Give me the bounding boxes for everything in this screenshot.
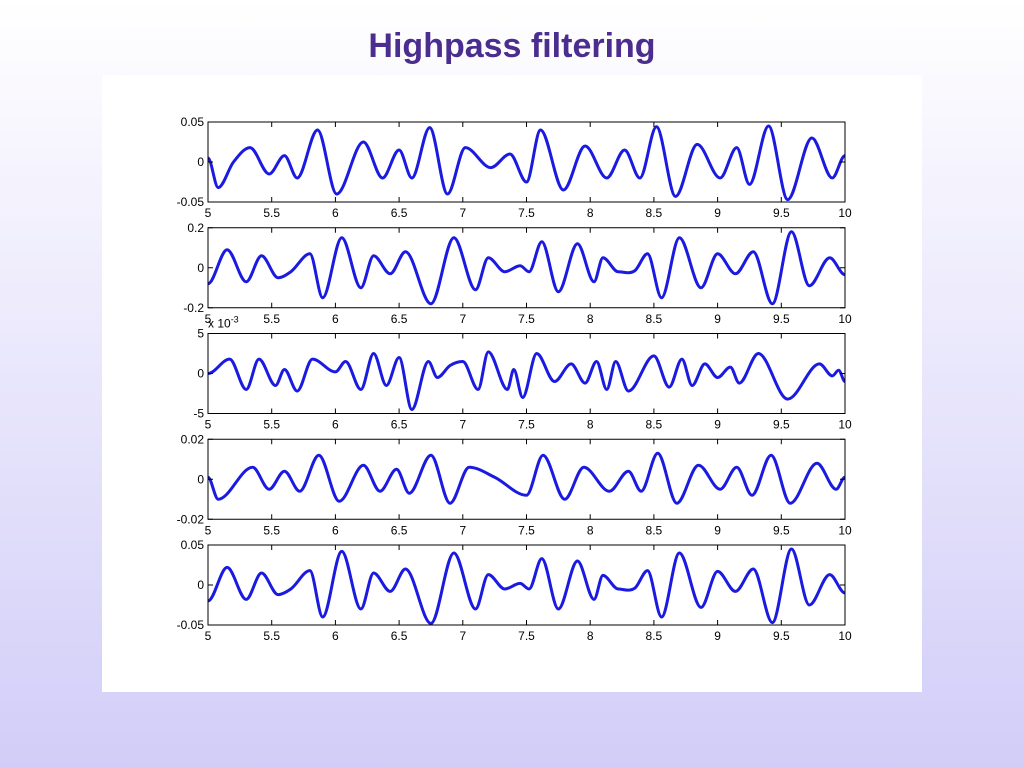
x-tick-label: 9 — [714, 312, 721, 326]
x-tick-label: 7.5 — [518, 629, 535, 643]
x-tick-label: 8.5 — [646, 418, 663, 432]
x-tick-label: 10 — [838, 312, 852, 326]
x-tick-label: 7.5 — [518, 206, 535, 220]
x-tick-label: 8 — [587, 418, 594, 432]
x-tick-label: 6 — [332, 629, 339, 643]
x-tick-label: 8 — [587, 523, 594, 537]
x-tick-label: 9 — [714, 206, 721, 220]
x-tick-label: 9 — [714, 523, 721, 537]
y-tick-label: -0.05 — [177, 195, 205, 209]
y-tick-label: 0.02 — [181, 432, 205, 446]
x-tick-label: 7.5 — [518, 312, 535, 326]
x-tick-label: 5 — [205, 206, 212, 220]
y-tick-label: 5 — [197, 327, 204, 341]
x-tick-label: 6 — [332, 312, 339, 326]
x-tick-label: 8.5 — [646, 206, 663, 220]
subplot: 5 5.5 6 6.5 7 7.5 8 8.5 9 9.5 10 -0.2 0 0.2 — [183, 221, 852, 326]
x-tick-label: 5.5 — [263, 312, 280, 326]
signal-line — [208, 451, 845, 505]
x-tick-label: 6 — [332, 206, 339, 220]
x-tick-label: 8.5 — [646, 312, 663, 326]
signal-line — [208, 124, 845, 202]
y-tick-label: 0.05 — [181, 538, 205, 552]
signal-line — [208, 230, 845, 306]
x-tick-label: 7 — [459, 206, 466, 220]
x-tick-label: 8 — [587, 312, 594, 326]
x-tick-label: 9.5 — [773, 206, 790, 220]
multiplier-base: x 10 — [208, 317, 231, 331]
x-tick-label: 5 — [205, 523, 212, 537]
x-tick-label: 5.5 — [263, 523, 280, 537]
x-tick-label: 7 — [459, 523, 466, 537]
y-tick-label: 0 — [197, 472, 204, 486]
x-tick-label: 6.5 — [391, 629, 408, 643]
y-tick-label: -0.02 — [177, 512, 205, 526]
x-tick-label: 7 — [459, 312, 466, 326]
x-tick-label: 10 — [838, 523, 852, 537]
y-tick-label: 0 — [197, 261, 204, 275]
x-tick-label: 9.5 — [773, 312, 790, 326]
x-tick-label: 5.5 — [263, 418, 280, 432]
x-tick-label: 5.5 — [263, 629, 280, 643]
x-tick-label: 7 — [459, 629, 466, 643]
x-tick-label: 9 — [714, 629, 721, 643]
axis-multiplier: x 10-3 — [208, 315, 239, 331]
x-tick-label: 6.5 — [391, 206, 408, 220]
slide-title: Highpass filtering — [368, 27, 655, 65]
x-tick-label: 10 — [838, 418, 852, 432]
y-tick-label: 0 — [197, 155, 204, 169]
x-tick-label: 5.5 — [263, 206, 280, 220]
x-tick-label: 5 — [205, 418, 212, 432]
x-tick-label: 10 — [838, 629, 852, 643]
x-tick-label: 6 — [332, 418, 339, 432]
x-tick-label: 8.5 — [646, 629, 663, 643]
subplot: 5 5.5 6 6.5 7 7.5 8 8.5 9 9.5 10 -0.05 0 0.05 — [177, 538, 852, 643]
y-tick-label: 0 — [197, 578, 204, 592]
subplot: 5 5.5 6 6.5 7 7.5 8 8.5 9 9.5 10 -0.05 0 0.05 — [177, 115, 852, 220]
y-tick-label: 0.05 — [181, 115, 205, 129]
x-tick-label: 10 — [838, 206, 852, 220]
subplot: 5 5.5 6 6.5 7 7.5 8 8.5 9 9.5 10 -0.02 0 0.02 — [177, 432, 852, 537]
x-tick-label: 6.5 — [391, 418, 408, 432]
x-tick-label: 8 — [587, 629, 594, 643]
x-tick-label: 8 — [587, 206, 594, 220]
x-tick-label: 6.5 — [391, 523, 408, 537]
x-tick-label: 9.5 — [773, 629, 790, 643]
y-tick-label: 0 — [197, 367, 204, 381]
x-tick-label: 9.5 — [773, 523, 790, 537]
x-tick-label: 9 — [714, 418, 721, 432]
x-tick-label: 8.5 — [646, 523, 663, 537]
y-tick-label: -5 — [193, 407, 204, 421]
x-tick-label: 5 — [205, 312, 212, 326]
x-tick-label: 5 — [205, 629, 212, 643]
x-tick-label: 6 — [332, 523, 339, 537]
x-tick-label: 7.5 — [518, 523, 535, 537]
y-tick-label: -0.05 — [177, 618, 205, 632]
x-tick-label: 7 — [459, 418, 466, 432]
x-tick-label: 7.5 — [518, 418, 535, 432]
x-tick-label: 9.5 — [773, 418, 790, 432]
signal-line — [208, 547, 845, 625]
signal-line — [208, 350, 845, 411]
multiplier-exponent: -3 — [231, 315, 239, 325]
y-tick-label: 0.2 — [187, 221, 204, 235]
y-tick-label: -0.2 — [183, 301, 204, 315]
x-tick-label: 6.5 — [391, 312, 408, 326]
